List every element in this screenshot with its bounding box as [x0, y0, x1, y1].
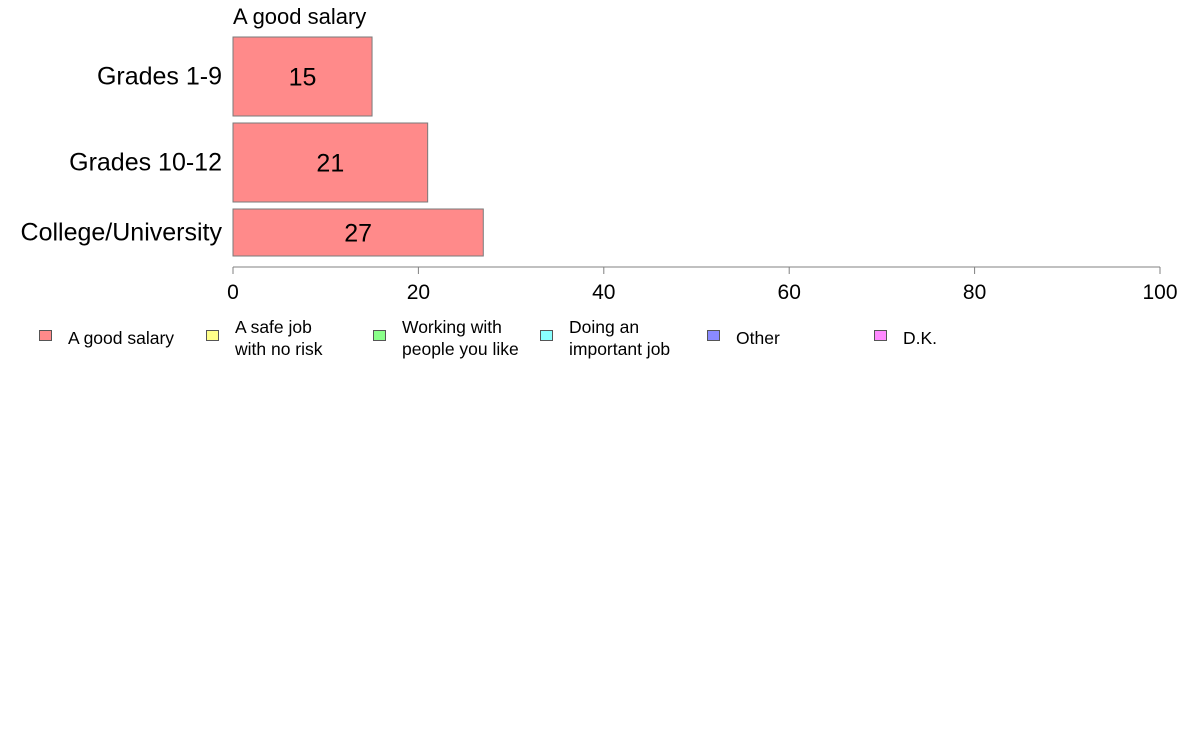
x-tick-label-80: 80	[963, 281, 986, 304]
legend-item-other: Other	[698, 316, 866, 360]
legend-label-dk: D.K.	[903, 328, 938, 348]
legend-swatch-important-job	[540, 330, 553, 341]
bar-value-labels: 15 21 27	[289, 64, 372, 248]
legend: A good salary A safe job with no risk Wo…	[30, 316, 1180, 360]
legend-item-important-job: Doing an important job	[531, 316, 699, 360]
x-tick-label-100: 100	[1142, 281, 1177, 304]
bar-grades-1-9	[232, 36, 373, 117]
value-label-grades-1-9: 15	[289, 64, 317, 92]
legend-swatch-other	[707, 330, 720, 341]
category-label-grades-10-12: Grades 10-12	[69, 149, 222, 177]
legend-label-important-job: Doing an important job	[569, 317, 671, 359]
bar-grades-10-12	[232, 122, 429, 203]
bar-college-university	[232, 208, 484, 257]
category-labels: Grades 1-9 Grades 10-12 College/University	[21, 63, 223, 247]
x-tick-label-40: 40	[592, 281, 615, 304]
x-tick-label-60: 60	[778, 281, 801, 304]
legend-item-working-with-people: Working with people you like	[364, 316, 532, 360]
legend-item-safe-job: A safe job with no risk	[197, 316, 365, 360]
bars-group	[232, 36, 484, 257]
value-label-grades-10-12: 21	[316, 150, 344, 178]
legend-swatch-safe-job	[206, 330, 219, 341]
legend-swatch-dk	[874, 330, 887, 341]
category-label-college-university: College/University	[21, 219, 223, 247]
legend-item-good-salary: A good salary	[30, 316, 198, 360]
x-tick-label-20: 20	[407, 281, 430, 304]
category-label-grades-1-9: Grades 1-9	[97, 63, 222, 91]
legend-label-safe-job: A safe job with no risk	[235, 317, 323, 359]
legend-label-other: Other	[736, 328, 780, 348]
x-axis: 0 20 40 60 80 100	[227, 266, 1178, 304]
legend-swatch-good-salary	[39, 330, 52, 341]
legend-item-dk: D.K.	[865, 316, 1033, 360]
value-label-college-university: 27	[344, 220, 372, 248]
chart-title: A good salary	[233, 4, 366, 29]
legend-label-good-salary: A good salary	[68, 328, 175, 348]
legend-swatch-working-with-people	[373, 330, 386, 341]
x-tick-label-0: 0	[227, 281, 239, 304]
legend-label-working-with-people: Working with people you like	[402, 317, 519, 359]
